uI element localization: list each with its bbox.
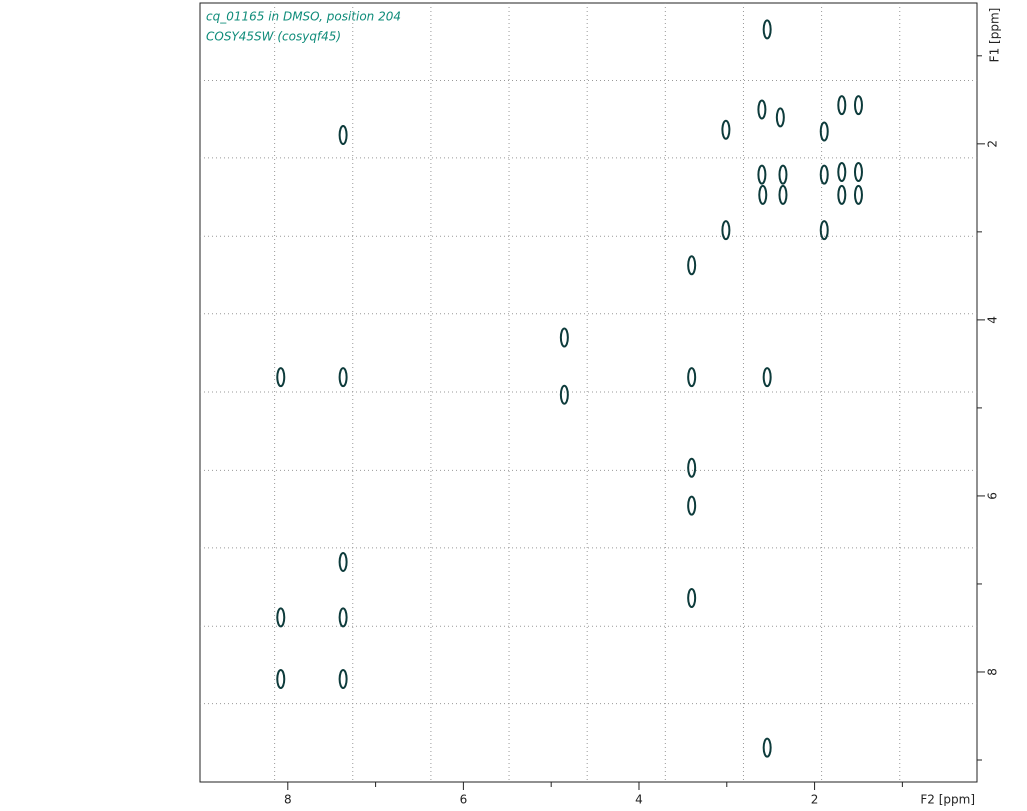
peak [338, 669, 348, 690]
peak [721, 119, 731, 140]
chart-title: cq_01165 in DMSO, position 204 [206, 10, 401, 24]
peak [338, 607, 348, 628]
peak [559, 384, 569, 405]
peak [338, 551, 348, 572]
x-tick-label: 6 [460, 793, 468, 807]
peak [762, 737, 772, 758]
peak [837, 95, 847, 116]
peak [721, 220, 731, 241]
peak [819, 164, 829, 185]
x-tick-label: 4 [635, 793, 643, 807]
y-tick-label: 4 [986, 316, 1000, 324]
peak [559, 327, 569, 348]
x-tick-label: 2 [811, 793, 819, 807]
peak [687, 255, 697, 276]
peak [775, 107, 785, 128]
peak [276, 367, 286, 388]
x-tick-label: 8 [284, 793, 292, 807]
peak [837, 162, 847, 183]
peak [762, 367, 772, 388]
peak [687, 457, 697, 478]
peak [276, 669, 286, 690]
peak [853, 184, 863, 205]
peak [819, 121, 829, 142]
peak [853, 95, 863, 116]
y-tick-label: 6 [986, 492, 1000, 500]
y-tick-label: 8 [986, 668, 1000, 676]
peak [819, 220, 829, 241]
peak [762, 19, 772, 40]
y-tick-label: 2 [986, 140, 1000, 148]
y-axis-label: F1 [ppm] [988, 8, 1002, 63]
peak [778, 184, 788, 205]
peak [687, 367, 697, 388]
peak [757, 164, 767, 185]
peak [276, 607, 286, 628]
peak [757, 99, 767, 120]
peak [687, 495, 697, 516]
x-axis-label: F2 [ppm] [920, 793, 975, 807]
peak [687, 588, 697, 609]
peak [778, 164, 788, 185]
peak [338, 125, 348, 146]
peak [837, 184, 847, 205]
chart-subtitle: COSY45SW (cosyqf45) [206, 30, 341, 44]
peak [338, 367, 348, 388]
peak [758, 184, 768, 205]
peak [853, 162, 863, 183]
